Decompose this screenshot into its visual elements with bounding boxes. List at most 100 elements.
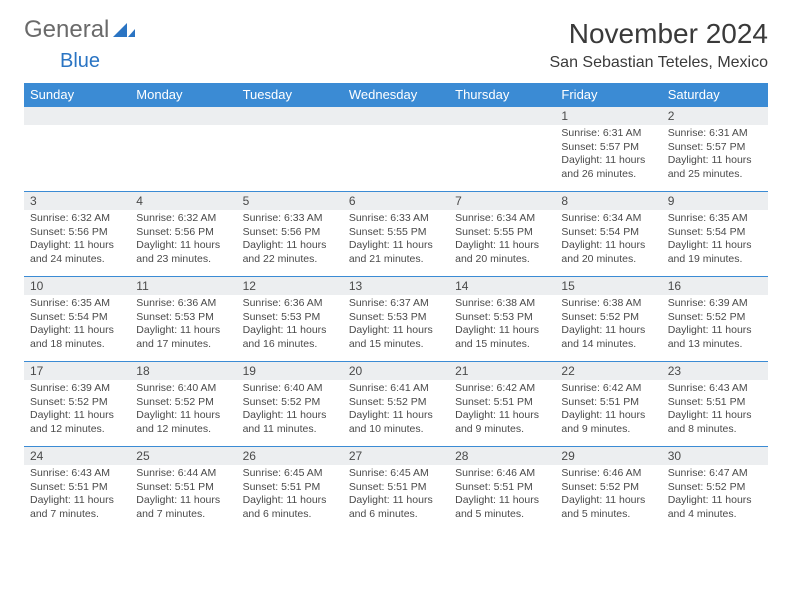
calendar-table: Sunday Monday Tuesday Wednesday Thursday…: [24, 83, 768, 532]
calendar-cell: 30Sunrise: 6:47 AMSunset: 5:52 PMDayligh…: [662, 447, 768, 532]
day-number: 14: [449, 277, 555, 295]
calendar-cell: 17Sunrise: 6:39 AMSunset: 5:52 PMDayligh…: [24, 362, 130, 447]
sunset-text: Sunset: 5:52 PM: [668, 311, 762, 325]
calendar-cell: 1Sunrise: 6:31 AMSunset: 5:57 PMDaylight…: [555, 107, 661, 192]
sunset-text: Sunset: 5:51 PM: [30, 481, 124, 495]
sunrise-text: Sunrise: 6:31 AM: [668, 127, 762, 141]
calendar-body: 1Sunrise: 6:31 AMSunset: 5:57 PMDaylight…: [24, 107, 768, 532]
sunrise-text: Sunrise: 6:46 AM: [561, 467, 655, 481]
day-number: 9: [662, 192, 768, 210]
daylight-text: Daylight: 11 hours and 22 minutes.: [243, 239, 337, 266]
daylight-text: Daylight: 11 hours and 17 minutes.: [136, 324, 230, 351]
calendar-cell: 28Sunrise: 6:46 AMSunset: 5:51 PMDayligh…: [449, 447, 555, 532]
calendar-cell: 5Sunrise: 6:33 AMSunset: 5:56 PMDaylight…: [237, 192, 343, 277]
day-content: Sunrise: 6:38 AMSunset: 5:52 PMDaylight:…: [555, 295, 661, 356]
title-block: November 2024 San Sebastian Teteles, Mex…: [550, 18, 769, 72]
sunrise-text: Sunrise: 6:39 AM: [30, 382, 124, 396]
day-number: 19: [237, 362, 343, 380]
calendar-cell: [24, 107, 130, 192]
sunset-text: Sunset: 5:52 PM: [561, 311, 655, 325]
day-number: [449, 107, 555, 125]
logo: General Blue: [24, 18, 135, 73]
day-content: Sunrise: 6:34 AMSunset: 5:55 PMDaylight:…: [449, 210, 555, 271]
day-number: 20: [343, 362, 449, 380]
sunset-text: Sunset: 5:51 PM: [561, 396, 655, 410]
day-content: Sunrise: 6:45 AMSunset: 5:51 PMDaylight:…: [343, 465, 449, 526]
sunrise-text: Sunrise: 6:36 AM: [243, 297, 337, 311]
calendar-cell: 4Sunrise: 6:32 AMSunset: 5:56 PMDaylight…: [130, 192, 236, 277]
day-content: Sunrise: 6:39 AMSunset: 5:52 PMDaylight:…: [24, 380, 130, 441]
day-content: Sunrise: 6:32 AMSunset: 5:56 PMDaylight:…: [24, 210, 130, 271]
day-content: Sunrise: 6:37 AMSunset: 5:53 PMDaylight:…: [343, 295, 449, 356]
sunrise-text: Sunrise: 6:34 AM: [561, 212, 655, 226]
sunset-text: Sunset: 5:53 PM: [243, 311, 337, 325]
day-number: 1: [555, 107, 661, 125]
day-content: Sunrise: 6:36 AMSunset: 5:53 PMDaylight:…: [237, 295, 343, 356]
daylight-text: Daylight: 11 hours and 23 minutes.: [136, 239, 230, 266]
calendar-cell: 27Sunrise: 6:45 AMSunset: 5:51 PMDayligh…: [343, 447, 449, 532]
calendar-cell: 29Sunrise: 6:46 AMSunset: 5:52 PMDayligh…: [555, 447, 661, 532]
weekday-wednesday: Wednesday: [343, 83, 449, 107]
day-content: Sunrise: 6:42 AMSunset: 5:51 PMDaylight:…: [555, 380, 661, 441]
day-content: Sunrise: 6:33 AMSunset: 5:55 PMDaylight:…: [343, 210, 449, 271]
day-number: 8: [555, 192, 661, 210]
sunrise-text: Sunrise: 6:38 AM: [561, 297, 655, 311]
weekday-monday: Monday: [130, 83, 236, 107]
day-number: 13: [343, 277, 449, 295]
day-content: Sunrise: 6:40 AMSunset: 5:52 PMDaylight:…: [130, 380, 236, 441]
sunrise-text: Sunrise: 6:35 AM: [30, 297, 124, 311]
sunset-text: Sunset: 5:54 PM: [668, 226, 762, 240]
day-number: 24: [24, 447, 130, 465]
day-content: Sunrise: 6:42 AMSunset: 5:51 PMDaylight:…: [449, 380, 555, 441]
sunset-text: Sunset: 5:52 PM: [30, 396, 124, 410]
day-number: 23: [662, 362, 768, 380]
sunset-text: Sunset: 5:51 PM: [349, 481, 443, 495]
day-number: [24, 107, 130, 125]
sunrise-text: Sunrise: 6:37 AM: [349, 297, 443, 311]
day-number: 10: [24, 277, 130, 295]
day-number: [130, 107, 236, 125]
sunset-text: Sunset: 5:56 PM: [30, 226, 124, 240]
day-number: 21: [449, 362, 555, 380]
sunset-text: Sunset: 5:54 PM: [30, 311, 124, 325]
daylight-text: Daylight: 11 hours and 25 minutes.: [668, 154, 762, 181]
sunrise-text: Sunrise: 6:42 AM: [561, 382, 655, 396]
sunrise-text: Sunrise: 6:33 AM: [243, 212, 337, 226]
day-content: Sunrise: 6:44 AMSunset: 5:51 PMDaylight:…: [130, 465, 236, 526]
day-number: 17: [24, 362, 130, 380]
calendar-row: 1Sunrise: 6:31 AMSunset: 5:57 PMDaylight…: [24, 107, 768, 192]
daylight-text: Daylight: 11 hours and 8 minutes.: [668, 409, 762, 436]
day-content: Sunrise: 6:40 AMSunset: 5:52 PMDaylight:…: [237, 380, 343, 441]
daylight-text: Daylight: 11 hours and 15 minutes.: [455, 324, 549, 351]
location-label: San Sebastian Teteles, Mexico: [550, 54, 769, 72]
sunset-text: Sunset: 5:52 PM: [668, 481, 762, 495]
sunrise-text: Sunrise: 6:38 AM: [455, 297, 549, 311]
logo-word1: General: [24, 16, 109, 43]
sunset-text: Sunset: 5:51 PM: [455, 396, 549, 410]
sunrise-text: Sunrise: 6:34 AM: [455, 212, 549, 226]
logo-sail-icon: [113, 21, 135, 42]
day-number: 7: [449, 192, 555, 210]
calendar-row: 17Sunrise: 6:39 AMSunset: 5:52 PMDayligh…: [24, 362, 768, 447]
calendar-cell: 20Sunrise: 6:41 AMSunset: 5:52 PMDayligh…: [343, 362, 449, 447]
day-number: 18: [130, 362, 236, 380]
day-content: Sunrise: 6:31 AMSunset: 5:57 PMDaylight:…: [555, 125, 661, 186]
sunset-text: Sunset: 5:55 PM: [455, 226, 549, 240]
daylight-text: Daylight: 11 hours and 14 minutes.: [561, 324, 655, 351]
calendar-cell: 26Sunrise: 6:45 AMSunset: 5:51 PMDayligh…: [237, 447, 343, 532]
calendar-cell: 10Sunrise: 6:35 AMSunset: 5:54 PMDayligh…: [24, 277, 130, 362]
weekday-saturday: Saturday: [662, 83, 768, 107]
sunset-text: Sunset: 5:52 PM: [243, 396, 337, 410]
calendar-cell: [237, 107, 343, 192]
day-content: Sunrise: 6:35 AMSunset: 5:54 PMDaylight:…: [662, 210, 768, 271]
daylight-text: Daylight: 11 hours and 5 minutes.: [455, 494, 549, 521]
day-number: 12: [237, 277, 343, 295]
sunset-text: Sunset: 5:51 PM: [136, 481, 230, 495]
daylight-text: Daylight: 11 hours and 16 minutes.: [243, 324, 337, 351]
daylight-text: Daylight: 11 hours and 24 minutes.: [30, 239, 124, 266]
page-title: November 2024: [550, 18, 769, 50]
day-content: Sunrise: 6:47 AMSunset: 5:52 PMDaylight:…: [662, 465, 768, 526]
sunset-text: Sunset: 5:57 PM: [561, 141, 655, 155]
calendar-cell: 15Sunrise: 6:38 AMSunset: 5:52 PMDayligh…: [555, 277, 661, 362]
calendar-cell: 12Sunrise: 6:36 AMSunset: 5:53 PMDayligh…: [237, 277, 343, 362]
